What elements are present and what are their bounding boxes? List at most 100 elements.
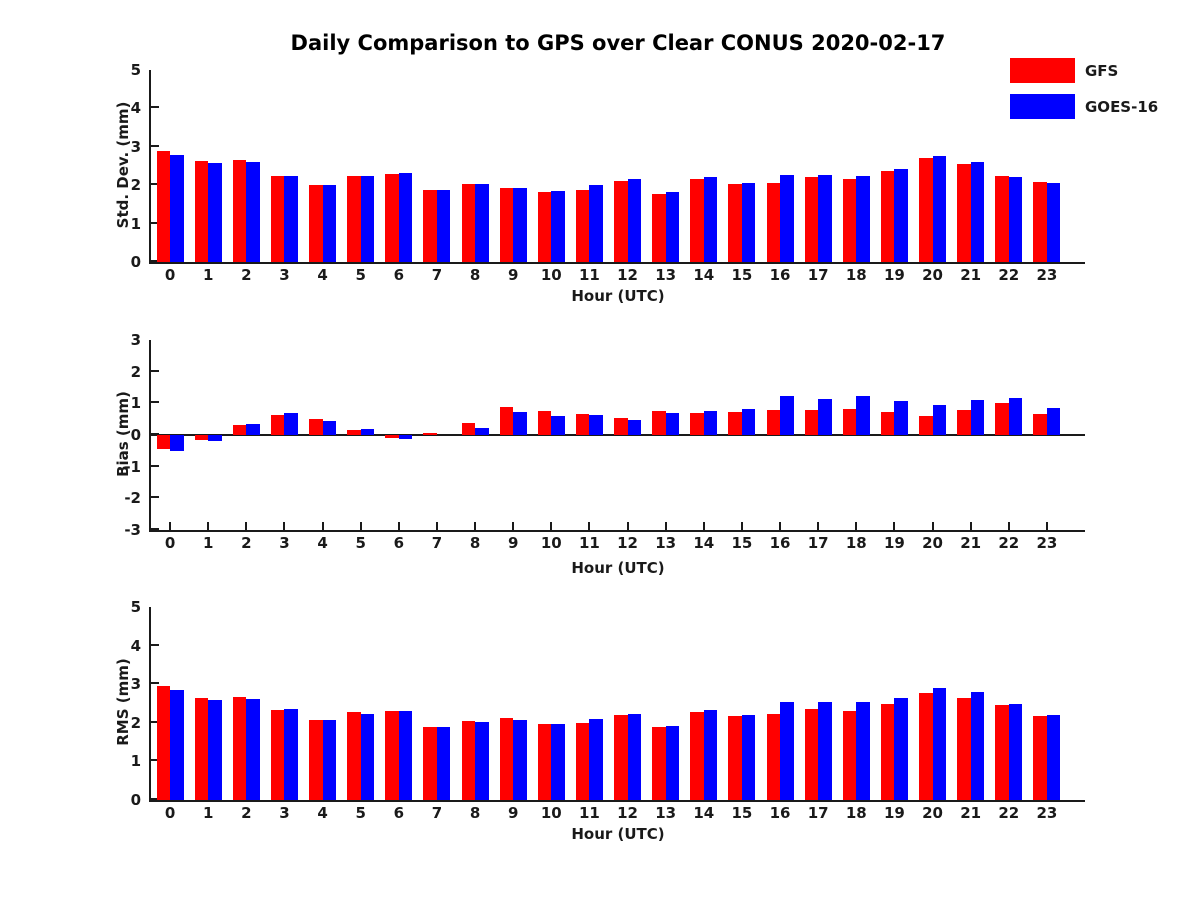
x-tick-label: 12 bbox=[617, 266, 638, 284]
y-tick-mark bbox=[151, 682, 159, 685]
x-tick-mark bbox=[283, 522, 286, 530]
bar-goes-16-hour-19 bbox=[894, 698, 908, 800]
y-tick-mark bbox=[151, 464, 159, 467]
bar-goes-16-hour-19 bbox=[894, 401, 908, 435]
bar-gfs-hour-9 bbox=[499, 188, 514, 262]
y-tick-label: 3 bbox=[130, 331, 141, 349]
y-tick-mark bbox=[151, 759, 159, 762]
x-tick-label: 6 bbox=[393, 534, 404, 552]
x-tick-mark bbox=[626, 522, 629, 530]
x-tick-label: 5 bbox=[355, 534, 366, 552]
bar-goes-16-hour-13 bbox=[665, 413, 680, 435]
x-tick-label: 16 bbox=[769, 534, 791, 552]
bar-goes-16-hour-1 bbox=[208, 163, 222, 262]
x-tick-label: 23 bbox=[1036, 804, 1058, 822]
x-tick-mark bbox=[435, 522, 438, 530]
bar-gfs-hour-14 bbox=[690, 711, 704, 800]
bar-goes-16-hour-22 bbox=[1008, 176, 1023, 262]
bar-gfs-hour-15 bbox=[728, 184, 742, 262]
y-tick-mark bbox=[151, 798, 159, 800]
bar-gfs-hour-12 bbox=[614, 417, 628, 435]
x-tick-label: 17 bbox=[807, 804, 829, 822]
legend-label-goes16: GOES-16 bbox=[1085, 97, 1159, 116]
bar-goes-16-hour-17 bbox=[818, 174, 832, 262]
y-tick-label: 2 bbox=[130, 713, 141, 732]
x-tick-label: 2 bbox=[241, 266, 252, 284]
bar-goes-16-hour-14 bbox=[703, 410, 718, 435]
bar-goes-16-hour-2 bbox=[246, 424, 260, 435]
x-tick-mark bbox=[931, 522, 934, 530]
plot-area-rms: 0 1 2 3 4 5 0 1 2 3 4 5 6 7 8 9 10 11 12 13 14 15 16 17 18 19 20 21… bbox=[131, 598, 1085, 822]
bar-gfs-hour-0 bbox=[156, 435, 171, 450]
bar-gfs-hour-6 bbox=[385, 435, 399, 439]
x-tick-mark bbox=[1007, 522, 1010, 530]
y-tick-label: 4 bbox=[130, 99, 141, 118]
x-tick-label: 23 bbox=[1036, 534, 1058, 552]
bar-gfs-hour-15 bbox=[728, 716, 742, 800]
bar-gfs-hour-5 bbox=[347, 712, 361, 800]
x-tick-label: 0 bbox=[164, 266, 176, 284]
x-tick-label: 6 bbox=[393, 804, 404, 822]
x-tick-label: 2 bbox=[241, 534, 252, 552]
bar-gfs-hour-7 bbox=[423, 190, 437, 262]
bar-goes-16-hour-3 bbox=[284, 413, 298, 435]
bar-gfs-hour-13 bbox=[652, 410, 666, 435]
bar-goes-16-hour-15 bbox=[741, 715, 756, 800]
x-tick-label: 5 bbox=[355, 266, 366, 284]
x-tick-label: 14 bbox=[693, 266, 715, 284]
x-tick-label: 6 bbox=[393, 266, 404, 284]
x-tick-label: 13 bbox=[655, 266, 677, 284]
bar-goes-16-hour-7 bbox=[436, 190, 451, 262]
bar-goes-16-hour-14 bbox=[703, 710, 718, 800]
x-tick-label: 8 bbox=[469, 534, 481, 552]
bar-goes-16-hour-2 bbox=[246, 162, 260, 262]
bar-goes-16-hour-0 bbox=[170, 435, 184, 451]
bar-goes-16-hour-23 bbox=[1046, 714, 1061, 800]
bar-gfs-hour-2 bbox=[232, 697, 247, 800]
x-tick-label: 9 bbox=[507, 266, 519, 284]
bar-gfs-hour-10 bbox=[537, 411, 552, 435]
bar-goes-16-hour-18 bbox=[856, 175, 870, 262]
x-tick-label: 13 bbox=[655, 534, 677, 552]
x-tick-label: 8 bbox=[469, 266, 481, 284]
x-tick-label: 22 bbox=[998, 534, 1020, 552]
bar-gfs-hour-19 bbox=[880, 170, 895, 262]
x-tick-mark bbox=[169, 522, 172, 530]
bar-gfs-hour-21 bbox=[957, 164, 971, 262]
bar-goes-16-hour-15 bbox=[741, 182, 756, 262]
y-axis-label-std-dev: Std. Dev. (mm) bbox=[114, 101, 132, 229]
x-tick-label: 1 bbox=[202, 534, 214, 552]
y-tick-label: 1 bbox=[130, 214, 141, 233]
bar-gfs-hour-15 bbox=[728, 412, 742, 435]
bar-goes-16-hour-10 bbox=[551, 191, 565, 262]
plot-area-std-dev: 0 1 2 3 4 5 0 1 2 3 4 5 6 7 8 9 10 11 12 13 14 15 16 17 18 19 20 21… bbox=[131, 61, 1085, 284]
y-tick-mark bbox=[151, 221, 159, 224]
bar-gfs-hour-11 bbox=[575, 190, 590, 262]
x-tick-label: 7 bbox=[431, 266, 443, 284]
x-tick-label: 10 bbox=[540, 266, 562, 284]
bar-gfs-hour-21 bbox=[957, 698, 971, 800]
bar-goes-16-hour-19 bbox=[894, 169, 908, 262]
y-tick-label: -3 bbox=[124, 521, 141, 539]
x-tick-mark bbox=[512, 522, 515, 530]
x-tick-label: 12 bbox=[617, 804, 638, 822]
x-tick-mark bbox=[397, 522, 400, 530]
y-tick-mark bbox=[151, 260, 159, 262]
bar-gfs-hour-19 bbox=[880, 704, 895, 800]
x-tick-mark bbox=[359, 522, 362, 530]
x-tick-label: 16 bbox=[769, 266, 791, 284]
bar-goes-16-hour-4 bbox=[322, 720, 337, 800]
x-tick-mark bbox=[474, 522, 477, 530]
x-tick-label: 18 bbox=[845, 266, 867, 284]
bar-goes-16-hour-4 bbox=[322, 421, 337, 435]
bar-gfs-hour-14 bbox=[690, 413, 704, 435]
bar-gfs-hour-11 bbox=[575, 722, 590, 800]
x-tick-label: 7 bbox=[431, 804, 443, 822]
y-tick-label: 1 bbox=[130, 752, 141, 771]
x-tick-mark bbox=[702, 522, 705, 530]
bar-goes-16-hour-13 bbox=[665, 725, 680, 800]
y-tick-label: -2 bbox=[124, 489, 141, 508]
bar-gfs-hour-16 bbox=[766, 714, 781, 800]
bar-goes-16-hour-6 bbox=[398, 435, 413, 440]
x-tick-label: 19 bbox=[883, 534, 905, 552]
